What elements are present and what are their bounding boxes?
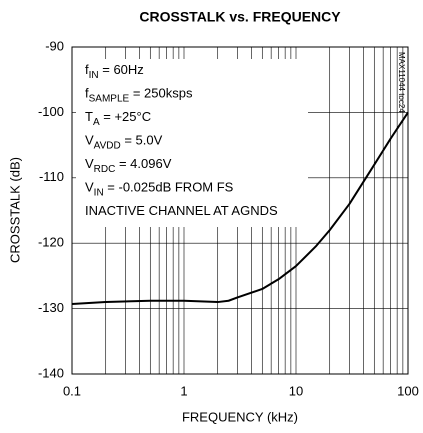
y-tick-label: -110 (39, 169, 64, 184)
annotation-main: V (85, 180, 94, 195)
annotation-main: f (85, 86, 89, 101)
annotation-subscript: RDC (94, 164, 116, 175)
annotation-rest: = +25°C (100, 109, 151, 124)
y-tick-label: -90 (45, 38, 64, 53)
plot-frame (71, 46, 409, 375)
annotation-main: f (85, 62, 89, 77)
x-tick-label: 10 (289, 383, 303, 398)
y-tick-label: -130 (38, 300, 64, 315)
annotation-rest: = -0.025dB FROM FS (104, 180, 234, 195)
annotation-rest: = 60Hz (99, 62, 144, 77)
y-tick-label: -100 (38, 104, 64, 119)
annotation: fIN = 60Hz (85, 62, 144, 80)
annotation-main: V (85, 133, 94, 148)
annotation: VRDC = 4.096V (85, 156, 172, 174)
annotation-subscript: A (93, 117, 100, 128)
x-tick-label: 100 (397, 383, 419, 398)
annotation: fSAMPLE = 250ksps (85, 86, 193, 104)
annotation: VAVDD = 5.0V (85, 133, 163, 151)
x-axis-label: FREQUENCY (kHz) (182, 409, 298, 424)
annotation-main: INACTIVE CHANNEL AT AGNDS (85, 203, 278, 218)
annotation-subscript: AVDD (94, 140, 121, 151)
side-note: MAX11044 toc24 (397, 52, 406, 113)
chart-title: CROSSTALK vs. FREQUENCY (139, 9, 341, 25)
annotation-main: T (85, 109, 93, 124)
annotation-main: V (85, 156, 94, 171)
annotation: VIN = -0.025dB FROM FS (85, 180, 234, 198)
annotation-rest: = 250ksps (129, 86, 193, 101)
annotation-background (76, 59, 308, 227)
annotation-subscript: IN (89, 70, 99, 81)
annotation-subscript: IN (94, 187, 104, 198)
annotation-rest: = 4.096V (115, 156, 171, 171)
annotation: INACTIVE CHANNEL AT AGNDS (85, 203, 278, 218)
y-tick-label: -140 (38, 365, 64, 380)
annotation-rest: = 5.0V (121, 133, 163, 148)
x-tick-label: 0.1 (63, 383, 81, 398)
y-axis-label: CROSSTALK (dB) (7, 157, 22, 263)
annotation-subscript: SAMPLE (89, 93, 130, 104)
data-line (71, 111, 409, 306)
annotation: TA = +25°C (85, 109, 151, 127)
x-tick-label: 1 (180, 383, 187, 398)
y-tick-label: -120 (38, 235, 64, 250)
